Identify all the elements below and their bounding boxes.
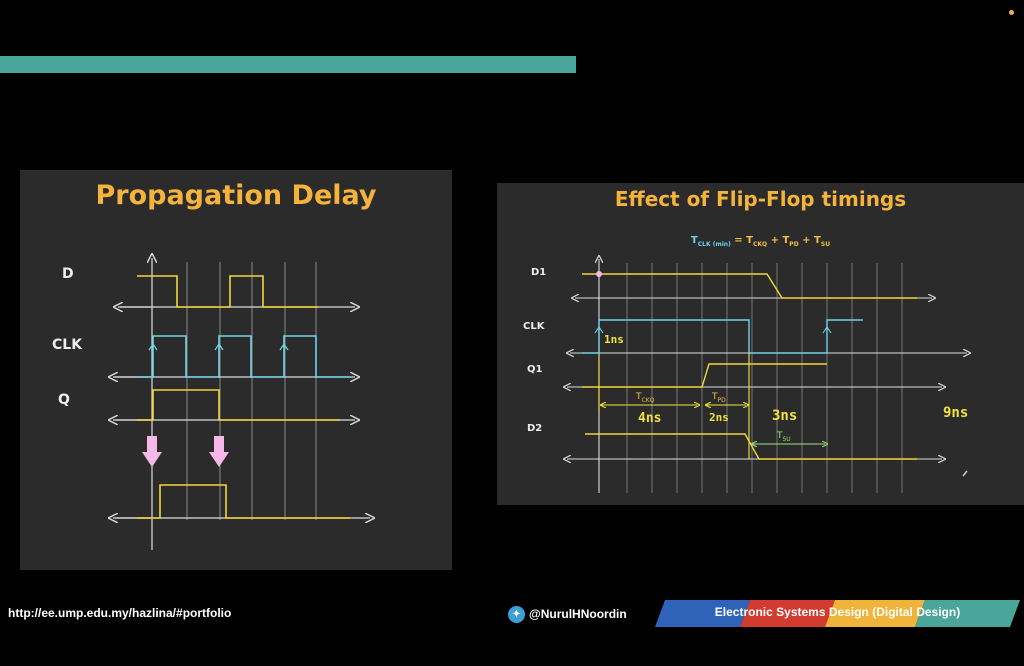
clk-waveform <box>137 335 350 378</box>
signal-label-clk: CLK <box>523 321 545 332</box>
twitter-handle-text: @NurulHNoordin <box>529 607 627 621</box>
signal-label-clk: CLK <box>52 337 83 353</box>
signal-label-q1: Q1 <box>527 364 543 375</box>
signal-label-d: D <box>62 266 74 282</box>
signal-label-d2: D2 <box>527 423 543 434</box>
course-title: Electronic Systems Design (Digital Desig… <box>714 605 961 619</box>
clock-period-formula: TCLK (min) = TCKQ + TPD + TSU <box>690 235 831 248</box>
q1-waveform <box>582 363 827 388</box>
tpd-label: TPD <box>712 392 726 404</box>
handwritten-2ns: 2ns <box>709 411 729 424</box>
handwritten-3ns: 3ns <box>772 408 798 424</box>
flip-flop-timings-panel: Effect of Flip-Flop timings TCLK (min) =… <box>497 183 1024 505</box>
d1-waveform <box>582 273 917 299</box>
clk-rising-arrows <box>148 342 289 351</box>
handwritten-4ns: 4ns <box>638 411 662 426</box>
handwritten-9ns: 9ns <box>943 405 969 421</box>
footer-url[interactable]: http://ee.ump.edu.my/hazlina/#portfolio <box>8 606 232 620</box>
propagation-delay-waveforms <box>20 170 452 550</box>
propagation-delay-panel: Propagation Delay D CLK Q <box>20 170 452 570</box>
course-ribbon <box>655 600 1020 627</box>
d-waveform <box>137 275 318 308</box>
pink-down-arrows <box>142 436 229 467</box>
panel-title: Propagation Delay <box>95 180 377 211</box>
q-waveform <box>137 389 340 421</box>
tckq-label: TCKQ <box>636 392 655 404</box>
twitter-icon: ✦ <box>508 605 525 623</box>
handwritten-1ns: 1ns <box>604 333 624 346</box>
clk-waveform <box>582 319 863 354</box>
grid-lines <box>186 262 317 520</box>
panel-title: Effect of Flip-Flop timings <box>614 187 907 211</box>
tsu-label: TSU <box>777 431 791 443</box>
twitter-handle[interactable]: ✦ @NurulHNoordin <box>508 604 627 624</box>
delayed-q-waveform <box>137 484 350 519</box>
signal-label-q: Q <box>58 392 70 408</box>
corner-dot <box>1009 10 1014 15</box>
grid-lines <box>626 263 903 493</box>
d1-marker <box>596 271 602 277</box>
signal-label-d1: D1 <box>531 267 547 278</box>
flip-flop-timing-waveforms <box>497 183 1024 493</box>
d2-waveform <box>585 433 917 460</box>
accent-bar <box>0 56 576 73</box>
